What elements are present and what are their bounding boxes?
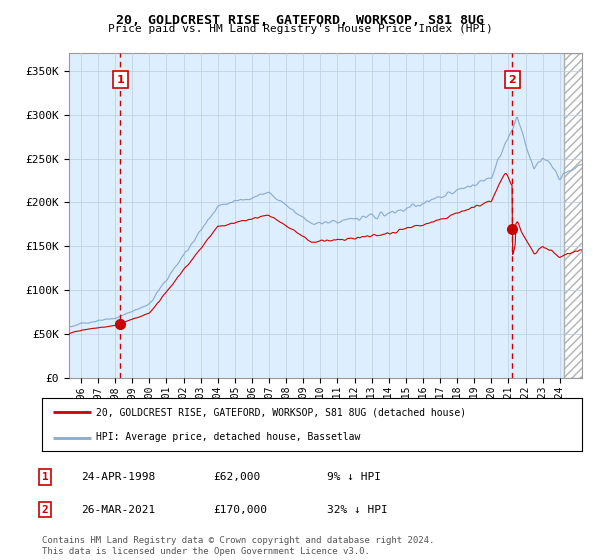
Text: £62,000: £62,000 (213, 472, 260, 482)
Text: 1: 1 (116, 74, 124, 85)
Text: 20, GOLDCREST RISE, GATEFORD, WORKSOP, S81 8UG (detached house): 20, GOLDCREST RISE, GATEFORD, WORKSOP, S… (96, 408, 466, 418)
Text: £170,000: £170,000 (213, 505, 267, 515)
Text: 24-APR-1998: 24-APR-1998 (81, 472, 155, 482)
Text: 32% ↓ HPI: 32% ↓ HPI (327, 505, 388, 515)
Bar (564, 53, 599, 378)
Text: 9% ↓ HPI: 9% ↓ HPI (327, 472, 381, 482)
Text: 2: 2 (509, 74, 516, 85)
Text: 26-MAR-2021: 26-MAR-2021 (81, 505, 155, 515)
Text: HPI: Average price, detached house, Bassetlaw: HPI: Average price, detached house, Bass… (96, 432, 361, 442)
Text: 20, GOLDCREST RISE, GATEFORD, WORKSOP, S81 8UG: 20, GOLDCREST RISE, GATEFORD, WORKSOP, S… (116, 14, 484, 27)
Text: 2: 2 (41, 505, 49, 515)
Text: Contains HM Land Registry data © Crown copyright and database right 2024.
This d: Contains HM Land Registry data © Crown c… (42, 536, 434, 556)
Text: 1: 1 (41, 472, 49, 482)
Text: Price paid vs. HM Land Registry's House Price Index (HPI): Price paid vs. HM Land Registry's House … (107, 24, 493, 34)
